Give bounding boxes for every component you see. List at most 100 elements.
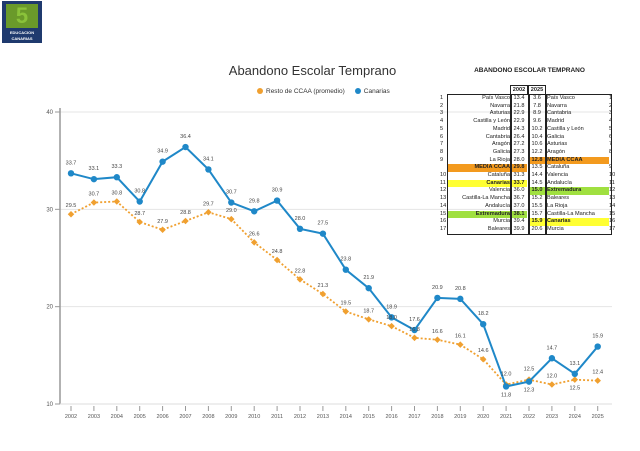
x-tick-label: 2013: [317, 414, 329, 420]
data-point-resto: [182, 217, 189, 225]
data-label-canarias: 14.7: [547, 345, 558, 351]
data-label-canarias: 34.1: [203, 156, 214, 162]
cell-a: La Rioja: [489, 156, 510, 163]
table-row: 8 Galicia 27.3 12.2 Aragón 8: [440, 149, 615, 157]
data-label-resto: 16.1: [455, 334, 466, 340]
logo-number: 5: [15, 3, 29, 28]
data-point-canarias: [480, 320, 487, 328]
cell-n: 15: [440, 210, 447, 217]
data-point-resto: [548, 381, 556, 388]
cell-b: Aragón: [547, 148, 566, 155]
cell-v1: 36.0: [513, 187, 525, 194]
x-tick-label: 2007: [179, 414, 191, 420]
cell-b: Extremadura: [546, 187, 609, 196]
data-point-canarias: [594, 343, 601, 350]
legend-marker-resto: [257, 88, 263, 95]
cell-v1: 29.8: [511, 164, 527, 172]
cell-b: Castilla y León: [547, 125, 584, 132]
cell-n2: 16: [609, 218, 616, 225]
legend-item-canarias[interactable]: Canarias: [354, 88, 390, 96]
table-row: 10 Cataluña 31.3 14.4 Valencia 10: [440, 172, 615, 180]
cell-a: Madrid: [492, 125, 510, 132]
x-tick-label: 2004: [111, 414, 123, 420]
cell-b: Valencia: [547, 172, 569, 178]
cell-n: 9: [440, 156, 444, 163]
data-label-resto: 28.8: [180, 210, 191, 216]
cell-v2: 15.7: [531, 210, 543, 217]
data-point-canarias: [273, 197, 281, 204]
cell-a: Murcia: [493, 218, 510, 225]
chart-title: Abandono Escolar Temprano: [228, 63, 397, 78]
data-label-resto: 29.5: [66, 203, 77, 209]
cell-v1: 33.7: [511, 179, 527, 188]
data-point-canarias: [113, 174, 121, 181]
cell-v1: 27.2: [513, 141, 525, 148]
data-point-resto: [159, 226, 166, 234]
cell-n: 16: [440, 218, 447, 225]
cell-v1: 37.0: [513, 202, 525, 209]
cell-v1: 24.3: [513, 125, 525, 132]
x-tick-label: 2005: [134, 414, 146, 420]
x-tick-label: 2008: [202, 414, 214, 420]
data-point-resto: [205, 209, 212, 216]
data-label-canarias: 33.3: [111, 164, 122, 170]
table-row: 15 Extremadura 38.1 15.7 Castilla-La Mancha 1…: [440, 210, 615, 219]
cell-b: Canarias: [546, 218, 609, 226]
data-label-canarias: 18.2: [478, 311, 489, 317]
data-point-resto: [113, 198, 121, 205]
x-tick-label: 2002: [65, 414, 77, 420]
data-label-canarias: 17.6: [409, 317, 420, 323]
x-tick-label: 2003: [88, 414, 100, 420]
cell-a: Galicia: [492, 148, 510, 155]
cell-v1: 39.9: [513, 225, 525, 232]
cell-n: 1: [440, 95, 444, 101]
cell-n: 8: [440, 148, 444, 155]
data-label-canarias: 34.9: [157, 149, 168, 155]
logo-text-2: CANARIAS: [11, 36, 33, 41]
cell-b: Andalucía: [547, 179, 572, 186]
data-label-canarias: 15.9: [592, 334, 603, 340]
cell-n: 14: [440, 202, 447, 209]
legend-label-canarias: Canarias: [363, 88, 390, 95]
table-row: 17 Baleares 39.9 20.6 Murcia 17: [440, 226, 615, 234]
x-tick-label: 2025: [592, 414, 604, 420]
table-row: 7 Aragón 27.2 10.6 Asturias 7: [440, 141, 615, 149]
cell-n: 11: [440, 179, 446, 186]
data-point-canarias: [571, 370, 578, 378]
cell-n2: 3: [609, 110, 613, 117]
cell-v2: 7.8: [533, 102, 541, 109]
cell-v2: 9.6: [533, 118, 541, 125]
data-label-canarias: 23.8: [340, 257, 351, 263]
data-point-canarias: [388, 314, 395, 321]
cell-n2: 13: [609, 195, 616, 202]
data-point-resto: [388, 322, 395, 330]
cell-n: 6: [440, 133, 444, 140]
data-point-canarias: [457, 295, 464, 303]
cell-n2: 8: [609, 148, 613, 155]
cell-v1: 13.4: [513, 95, 525, 101]
data-point-canarias: [182, 143, 189, 151]
cell-v1: 36.7: [513, 195, 525, 202]
data-point-resto: [571, 376, 579, 383]
data-label-resto: 26.6: [249, 231, 260, 237]
data-point-canarias: [411, 326, 418, 334]
data-point-canarias: [548, 355, 556, 362]
cell-n2: 14: [609, 202, 616, 209]
data-label-resto: 22.8: [295, 268, 306, 274]
cell-v2: 13.5: [531, 164, 543, 171]
data-label-resto: 19.5: [340, 301, 351, 307]
data-point-resto: [457, 341, 464, 348]
cell-v2: 8.9: [533, 110, 541, 117]
table-row: 1 País Vasco 13.4 3.6 País Vasco 1: [440, 95, 615, 103]
cell-b: MEDIA CCAA: [546, 156, 609, 165]
data-point-resto: [342, 308, 350, 315]
data-label-resto: 30.7: [89, 192, 100, 198]
data-label-resto: 18.7: [363, 308, 374, 314]
series-line-resto: [70, 200, 598, 386]
legend-item-resto[interactable]: Resto de CCAA (promedio): [257, 88, 345, 96]
cell-v1: 22.9: [513, 118, 525, 125]
data-label-canarias: 11.8: [501, 392, 511, 398]
y-tick-label: 20: [46, 305, 53, 311]
cell-b: País Vasco: [547, 95, 575, 101]
cell-a: Castilla-La Mancha: [462, 195, 510, 202]
